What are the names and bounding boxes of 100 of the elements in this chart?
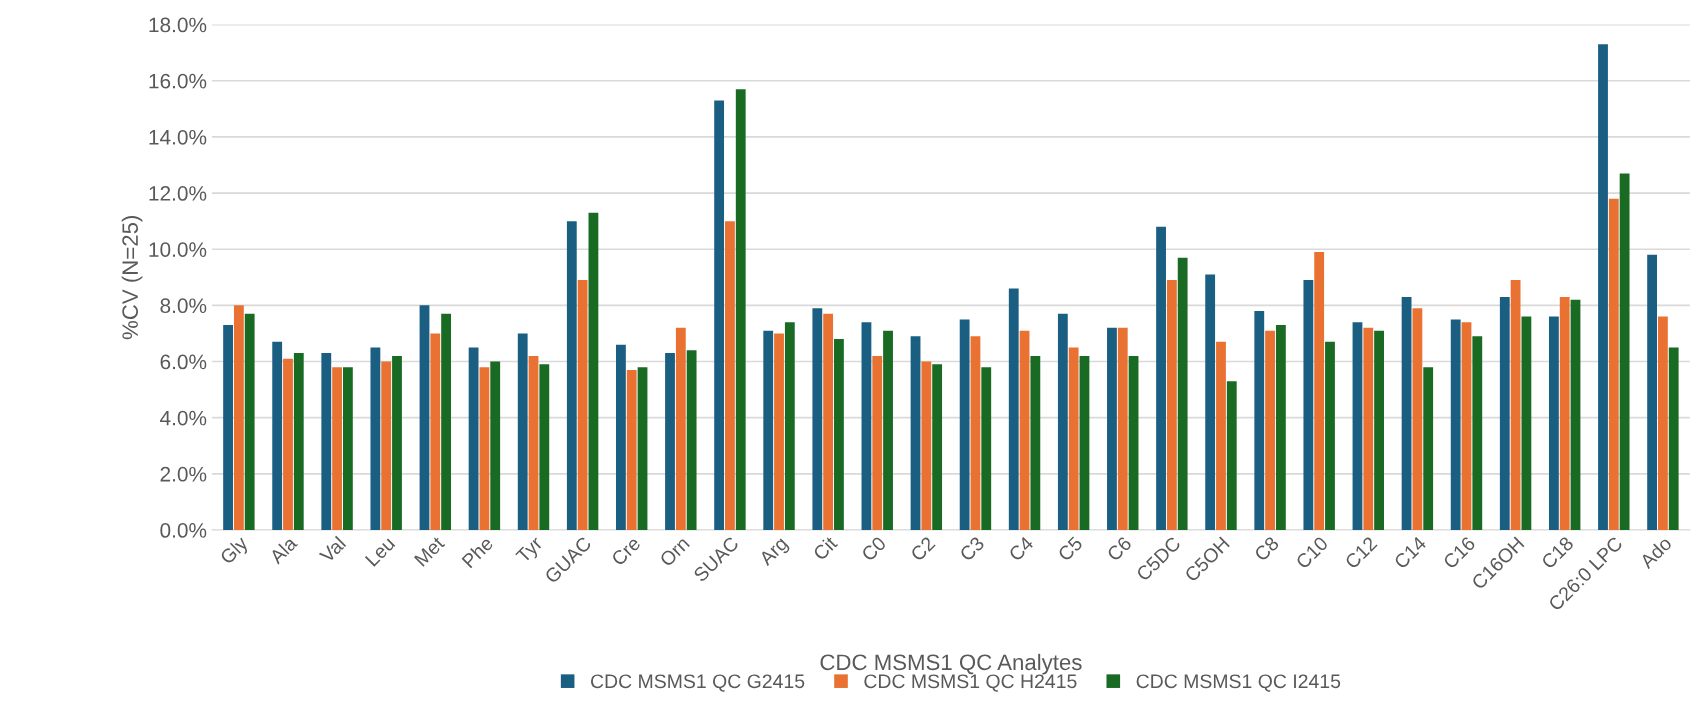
bar (392, 355, 402, 531)
bar (932, 364, 943, 531)
bar (1510, 280, 1521, 531)
x-tick-label: Cre (610, 535, 642, 567)
bar (981, 367, 992, 531)
bar (1226, 381, 1237, 531)
bar (626, 369, 637, 531)
bar (1658, 316, 1668, 531)
bar (479, 367, 490, 531)
bar (517, 333, 528, 531)
bar (490, 361, 501, 531)
bar (1030, 355, 1041, 531)
bar (244, 313, 255, 531)
bar (1177, 257, 1188, 531)
bar (686, 350, 697, 531)
bar (812, 308, 823, 531)
x-tick-label: C10 (1295, 535, 1329, 570)
bar (1008, 288, 1019, 531)
x-axis-title: CDC MSMS1 QC Analytes (820, 653, 1082, 675)
x-tick-label: C5 (1057, 535, 1084, 562)
bar (1374, 330, 1384, 531)
bar (959, 319, 970, 531)
bar (1057, 313, 1068, 531)
x-tick-label: C6 (1106, 535, 1133, 562)
x-tick-label: Phe (461, 535, 494, 569)
bar (1461, 322, 1472, 531)
legend-label: CDC MSMS1 QC G2415 (591, 674, 805, 692)
y-tick-label: 2.0% (160, 466, 207, 482)
y-tick-label: 14.0% (149, 129, 207, 145)
x-tick-label: C3 (958, 535, 985, 562)
bar (675, 327, 686, 531)
bar (370, 347, 381, 531)
bar (332, 367, 342, 531)
bar (1521, 316, 1532, 531)
x-tick-label: Ado (1638, 535, 1673, 570)
bar (763, 330, 774, 531)
bar (539, 364, 550, 531)
bar (834, 339, 844, 531)
y-tick-label: 8.0% (160, 298, 207, 314)
bar (1068, 347, 1079, 531)
bar (1079, 355, 1090, 531)
bar (1472, 336, 1483, 531)
bar (1619, 173, 1630, 531)
bar (1570, 299, 1581, 531)
bar (1314, 252, 1325, 531)
x-tick-label: C4 (1008, 535, 1035, 562)
y-tick-label: 0.0% (160, 523, 207, 538)
bar (823, 313, 834, 531)
legend-label: CDC MSMS1 QC H2415 (864, 674, 1077, 692)
y-tick-label: 10.0% (149, 242, 207, 257)
bar (1363, 327, 1374, 531)
bar (970, 336, 981, 531)
x-tick-label: Met (414, 535, 446, 567)
x-tick-label: Cit (812, 534, 839, 562)
bar (1216, 341, 1226, 531)
x-tick-label: Ala (268, 534, 299, 565)
bar (1128, 355, 1139, 531)
x-tick-label: C14 (1393, 535, 1428, 570)
bar (1166, 280, 1177, 531)
bar (1156, 226, 1166, 531)
bar (272, 341, 283, 531)
bar (419, 305, 430, 531)
bar (342, 367, 353, 531)
x-tick-label: C0 (860, 535, 887, 562)
bar (1325, 341, 1335, 531)
bar (921, 361, 932, 531)
bar (1559, 296, 1570, 531)
bar (1412, 308, 1423, 531)
bar (872, 355, 883, 531)
bar (1548, 316, 1559, 531)
bar (441, 313, 452, 531)
x-tick-label: C12 (1344, 535, 1378, 570)
bar (616, 344, 626, 531)
bar (883, 330, 893, 531)
bar (774, 333, 784, 531)
bar (1668, 347, 1679, 531)
bar (293, 353, 304, 531)
bar (1598, 44, 1608, 531)
bar (714, 100, 725, 531)
bar (1117, 327, 1128, 531)
y-axis-title: %CV (N=25) (121, 216, 143, 340)
legend-label: CDC MSMS1 QC I2415 (1136, 674, 1341, 692)
bar (381, 361, 392, 531)
bar (233, 305, 244, 531)
bar (1608, 198, 1619, 531)
bar (1303, 280, 1314, 531)
bar (321, 353, 332, 531)
bar (910, 336, 921, 531)
x-tick-label: Orn (658, 536, 691, 568)
bar (1647, 254, 1658, 531)
y-tick-label: 18.0% (149, 17, 207, 33)
y-tick-label: 16.0% (149, 73, 207, 89)
bar (1401, 296, 1412, 531)
bar (861, 322, 872, 531)
bar (665, 353, 675, 531)
x-tick-label: Arg (758, 536, 791, 570)
bar (468, 347, 479, 531)
bar (725, 221, 735, 531)
bar (577, 280, 588, 531)
bar (1254, 310, 1265, 531)
